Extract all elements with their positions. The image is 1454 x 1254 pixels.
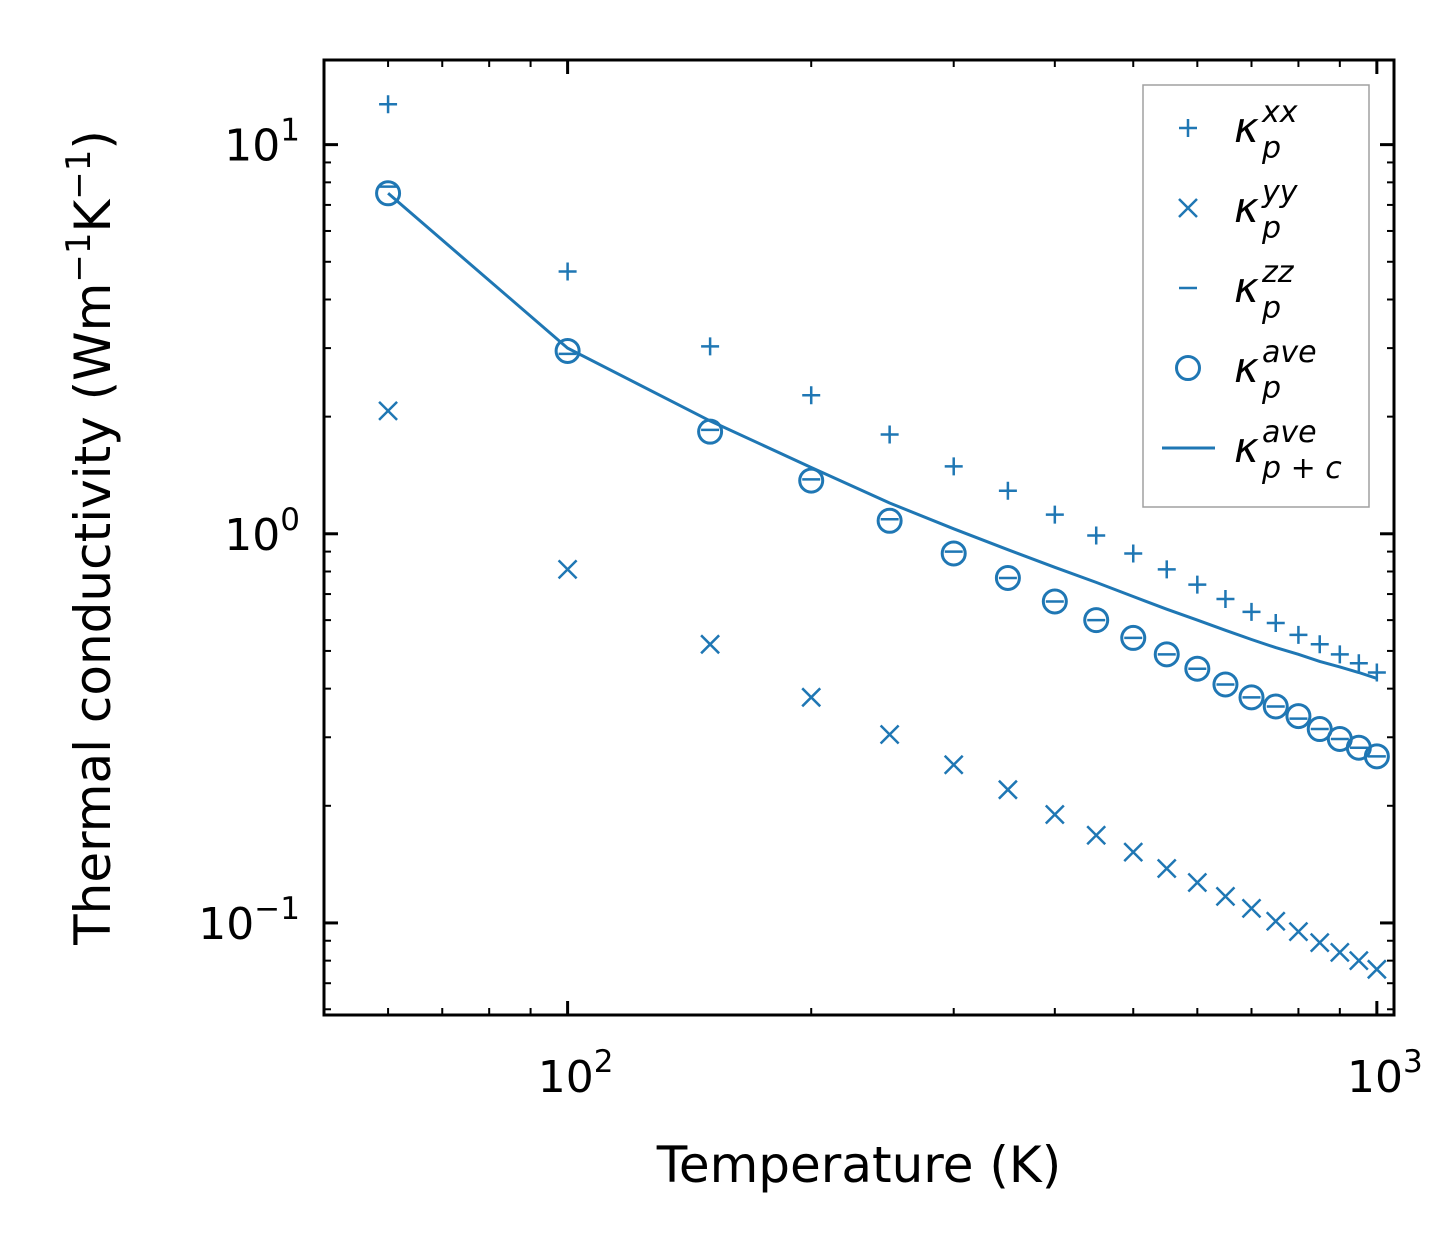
legend-box	[1142, 84, 1370, 508]
point-kxx	[1124, 544, 1143, 563]
point-kyy	[1156, 858, 1177, 879]
point-kave	[1083, 607, 1110, 634]
x-axis-label: Temperature (K)	[656, 1136, 1061, 1194]
legend-marker-kave	[1175, 355, 1201, 381]
point-kave	[994, 564, 1021, 591]
point-kxx	[1266, 613, 1285, 632]
legend-marker-kxx	[1179, 119, 1197, 137]
point-kyy	[801, 687, 822, 708]
y-axis-label: Thermal conductivity (Wm−1K−1)	[59, 130, 122, 946]
point-kave	[1363, 743, 1390, 770]
series-kxx	[379, 95, 1386, 682]
point-kxx	[1310, 635, 1329, 654]
point-kyy	[1309, 932, 1330, 953]
legend-label-kzz: κ zz p	[1234, 255, 1295, 326]
plot-frame	[322, 58, 1396, 1017]
series-line-kave_pc	[387, 192, 1378, 680]
point-kxx	[379, 95, 398, 114]
point-kave	[1120, 624, 1147, 651]
series-kave_pc	[387, 192, 1378, 680]
y-tick-label: 100	[224, 502, 300, 561]
point-kyy	[1348, 950, 1369, 971]
point-kxx	[1289, 625, 1308, 644]
legend: κ xx p κ yy p κ zz p κ ave p κ ave p + c	[1142, 84, 1370, 508]
point-kyy	[943, 754, 964, 775]
point-kyy	[1044, 804, 1065, 825]
point-kyy	[557, 559, 578, 580]
point-kxx	[1216, 589, 1235, 608]
point-kxx	[1349, 654, 1368, 673]
legend-label-kave: κ ave p	[1234, 335, 1317, 406]
point-kave	[940, 540, 967, 567]
legend-label-kxx: κ xx p	[1234, 95, 1298, 166]
point-kyy	[1123, 842, 1144, 863]
point-kave	[1153, 641, 1180, 668]
point-kyy	[1366, 959, 1387, 980]
y-tick-label: 101	[224, 113, 300, 172]
point-kxx	[1330, 645, 1349, 664]
series-kave	[375, 180, 1390, 770]
point-kave	[1212, 671, 1239, 698]
legend-label-kave_pc: κ ave p + c	[1234, 415, 1342, 486]
legend-marker-kyy	[1178, 198, 1198, 218]
point-kyy	[1288, 921, 1309, 942]
legend-item-kzz: κ zz p	[1179, 255, 1295, 326]
point-kave	[375, 180, 402, 207]
point-kyy	[1215, 886, 1236, 907]
point-kyy	[1329, 942, 1350, 963]
point-kxx	[880, 425, 899, 444]
point-kxx	[1242, 602, 1261, 621]
point-kave	[1041, 588, 1068, 615]
legend-item-kxx: κ xx p	[1179, 95, 1298, 166]
y-tick-label: 10−1	[198, 891, 300, 950]
point-kxx	[1045, 505, 1064, 524]
point-kxx	[558, 262, 577, 281]
point-kxx	[701, 337, 720, 356]
point-kyy	[700, 634, 720, 655]
point-kxx	[1157, 560, 1176, 579]
point-kxx	[944, 457, 963, 476]
point-kyy	[1265, 911, 1286, 932]
point-kxx	[1188, 575, 1207, 594]
point-kyy	[1187, 872, 1208, 893]
point-kyy	[378, 400, 398, 421]
point-kave	[554, 337, 581, 364]
point-kyy	[1241, 898, 1262, 919]
point-kxx	[1367, 663, 1386, 682]
point-kyy	[998, 779, 1018, 800]
point-kyy	[1086, 825, 1107, 846]
legend-item-kave_pc: κ ave p + c	[1162, 415, 1342, 486]
point-kave	[876, 507, 903, 534]
series-kzz	[379, 185, 1386, 758]
point-kave	[1285, 703, 1312, 730]
legend-label-kyy: κ yy p	[1234, 175, 1299, 246]
point-kave	[1262, 693, 1289, 720]
series-kyy	[378, 400, 1387, 980]
point-kyy	[879, 724, 900, 745]
point-kave	[1306, 716, 1333, 743]
x-tick-label: 102	[538, 1044, 614, 1103]
legend-item-kyy: κ yy p	[1178, 175, 1299, 246]
point-kxx	[998, 481, 1017, 500]
point-kave	[1184, 655, 1211, 682]
x-tick-label: 103	[1347, 1044, 1423, 1103]
plot-marks	[375, 95, 1390, 980]
point-kxx	[802, 386, 821, 405]
point-kave	[1238, 684, 1265, 711]
legend-item-kave: κ ave p	[1175, 335, 1317, 406]
point-kxx	[1087, 526, 1106, 545]
